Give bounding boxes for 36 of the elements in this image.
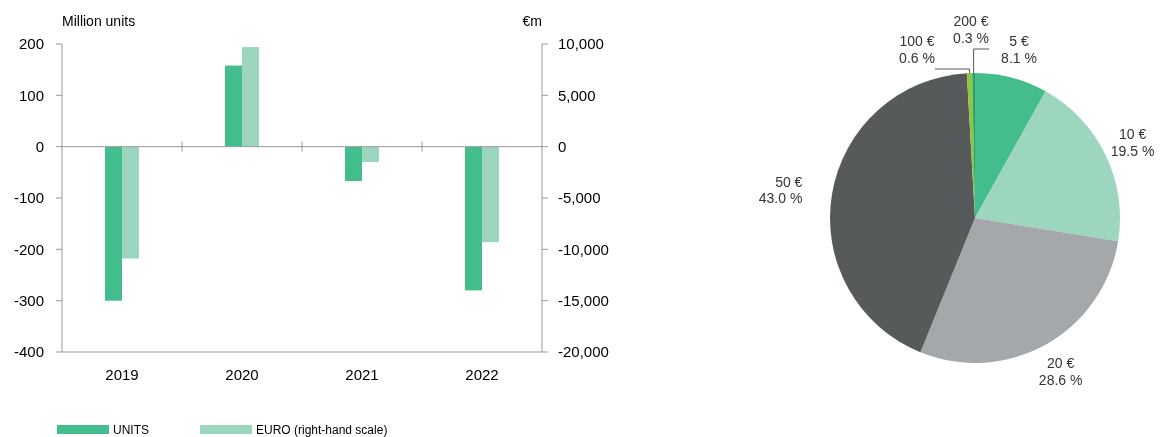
x-tick-label: 2021 (345, 366, 379, 383)
y2-tick-label: -20,000 (558, 343, 609, 361)
y-tick-label: 0 (35, 137, 44, 155)
slice-label: 10 € (1118, 126, 1147, 143)
y-tick-label: -200 (13, 240, 44, 258)
y2-tick-label: 10,000 (558, 35, 604, 53)
slice-label: 20 € (1047, 354, 1075, 371)
slice-label: 50 € (775, 173, 803, 190)
y-axis-title: Million units (62, 13, 136, 29)
data-label: 28.6 % (1038, 371, 1083, 388)
legend-label: EURO (right-hand scale) (256, 423, 388, 437)
y2-tick-label: 5,000 (558, 86, 596, 104)
y2-tick-label: -5,000 (558, 189, 601, 207)
data-label: 43.0 % (758, 190, 803, 207)
data-label: 8.1 % (1001, 49, 1037, 66)
y2-tick-label: -10,000 (558, 240, 609, 258)
x-tick-label: 2019 (105, 366, 139, 383)
slice-label: 200 € (953, 13, 989, 30)
data-label: 0.6 % (899, 50, 935, 66)
y-tick-label: -100 (13, 189, 44, 207)
y2-axis-title: €m (522, 13, 542, 29)
y-tick-label: 100 (18, 86, 44, 104)
y2-tick-label: 0 (558, 137, 567, 155)
pie-slice (975, 73, 1046, 218)
y-tick-label: -400 (13, 343, 44, 361)
x-tick-label: 2020 (225, 366, 259, 383)
pie-slice (830, 73, 975, 353)
slice-label: 100 € (899, 33, 935, 50)
data-label: 0.3 % (953, 30, 989, 46)
slice-label: 5 € (1009, 32, 1029, 49)
x-tick-label: 2022 (465, 366, 499, 383)
y-tick-label: 200 (18, 35, 44, 53)
data-label: 19.5 % (1110, 142, 1155, 159)
y2-tick-label: -15,000 (558, 291, 609, 309)
legend-label: UNITS (113, 423, 149, 437)
y-tick-label: -300 (13, 291, 44, 309)
